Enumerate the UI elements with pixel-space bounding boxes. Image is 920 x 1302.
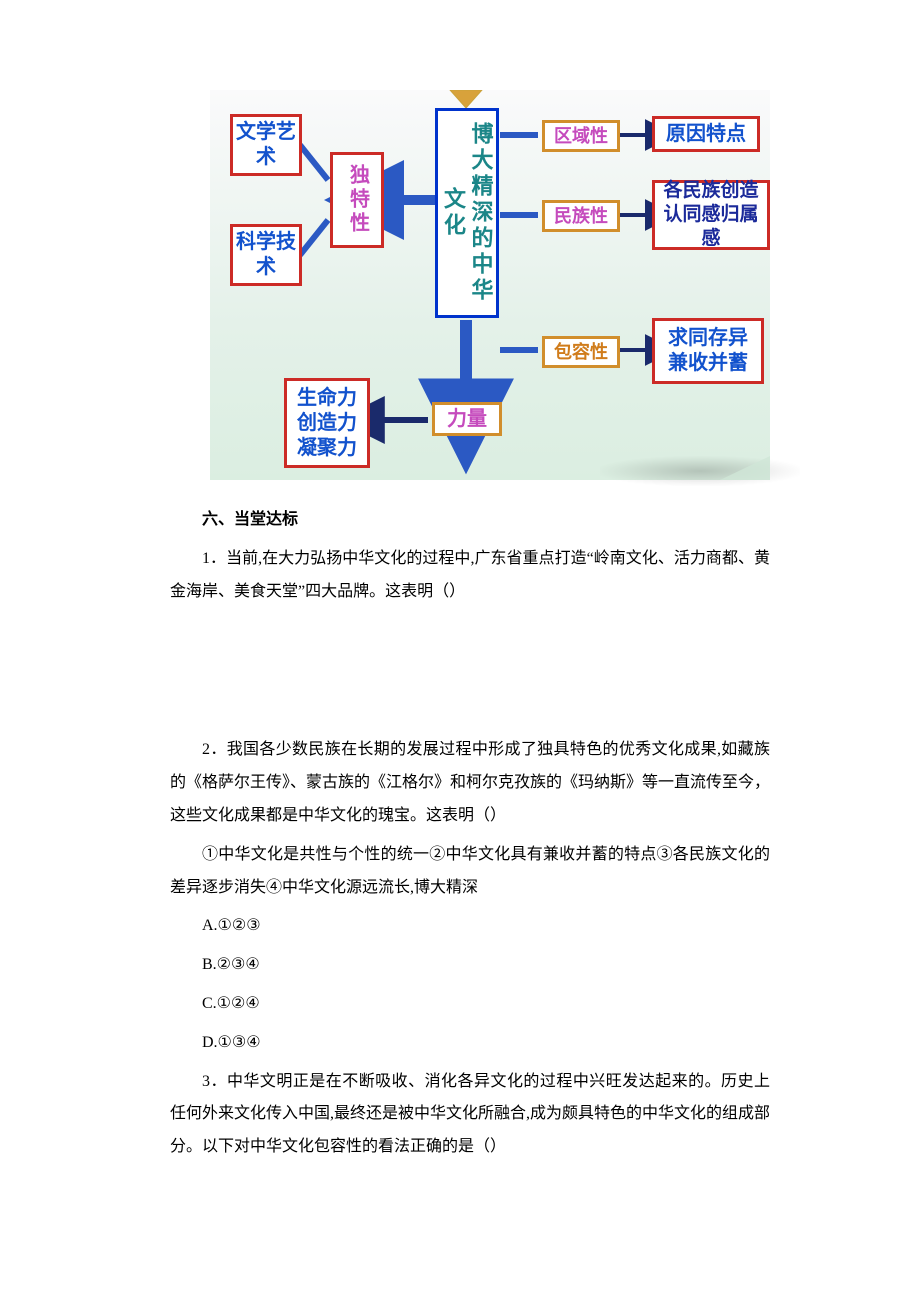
document-body: 六、当堂达标 1．当前,在大力弘扬中华文化的过程中,广东省重点打造“岭南文化、活…	[170, 504, 770, 1164]
question-2-statements: ①中华文化是共性与个性的统一②中华文化具有兼收并蓄的特点③各民族文化的差异逐步消…	[170, 839, 770, 905]
question-2-option-d: D.①③④	[170, 1027, 770, 1060]
diagram-branch-target-1: 各民族创造 认同感归属感	[652, 180, 770, 250]
section-heading: 六、当堂达标	[170, 504, 770, 537]
diagram-result: 生命力 创造力 凝聚力	[284, 378, 370, 468]
diagram-branch-target-0: 原因特点	[652, 116, 760, 152]
question-2-option-a: A.①②③	[170, 910, 770, 943]
question-2-option-b: B.②③④	[170, 949, 770, 982]
concept-diagram: 博大精深的中华文化 文学艺术 科学技术 独特性 区域性 民族性 包容性 原因特点…	[210, 90, 770, 480]
question-3: 3．中华文明正是在不断吸收、消化各异文化的过程中兴旺发达起来的。历史上任何外来文…	[170, 1066, 770, 1164]
question-2-option-c: C.①②④	[170, 988, 770, 1021]
blank-space	[170, 614, 770, 734]
diagram-left-item-1: 科学技术	[230, 224, 302, 286]
diagram-branch-target-2: 求同存异 兼收并蓄	[652, 318, 764, 384]
diagram-branch-label-2: 包容性	[542, 336, 620, 368]
diagram-branch-label-0: 区域性	[542, 120, 620, 152]
question-1: 1．当前,在大力弘扬中华文化的过程中,广东省重点打造“岭南文化、活力商都、黄金海…	[170, 543, 770, 609]
diagram-uniqueness: 独特性	[345, 164, 370, 236]
diagram-left-item-0: 文学艺术	[230, 114, 302, 176]
diagram-branch-label-1: 民族性	[542, 200, 620, 232]
diagram-central: 博大精深的中华文化	[440, 111, 495, 315]
diagram-force: 力量	[432, 402, 502, 436]
question-2: 2．我国各少数民族在长期的发展过程中形成了独具特色的优秀文化成果,如藏族的《格萨…	[170, 734, 770, 832]
